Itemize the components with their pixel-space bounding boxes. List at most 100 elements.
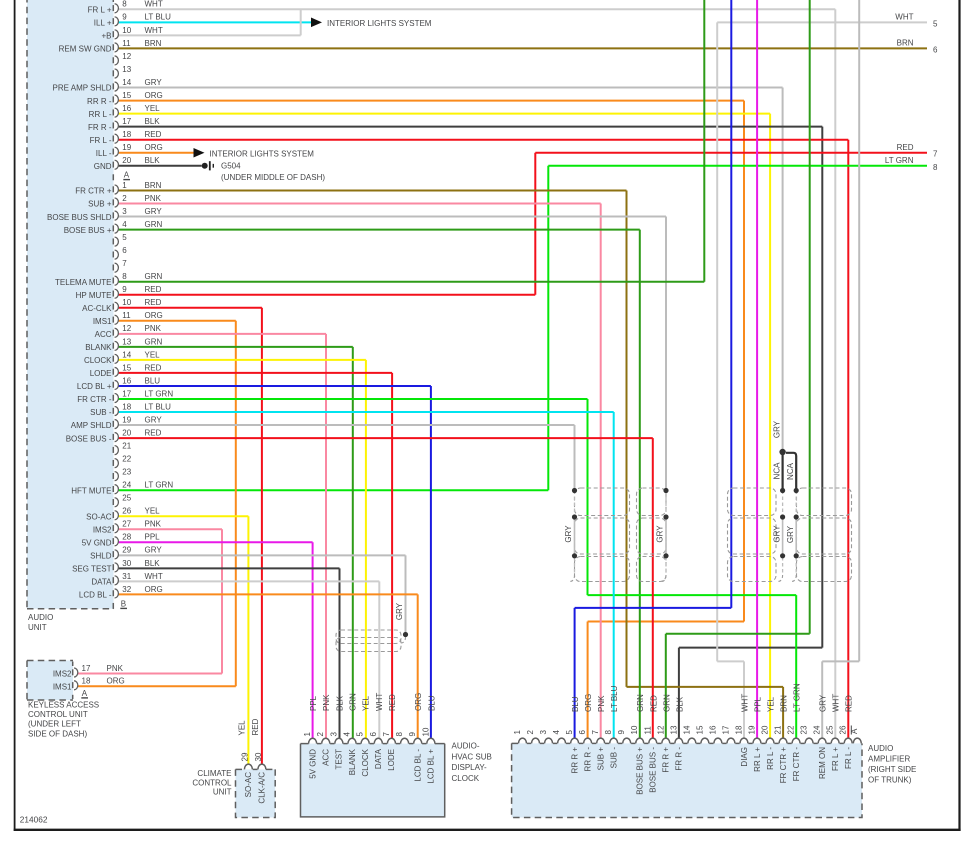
svg-text:CLOCK: CLOCK [84,356,112,365]
svg-text:AMP SHLD: AMP SHLD [71,421,112,430]
svg-text:CONTROL UNIT: CONTROL UNIT [28,710,88,719]
svg-text:16: 16 [708,725,717,734]
svg-text:BLU: BLU [145,376,161,385]
svg-text:27: 27 [122,520,131,529]
svg-text:BLU: BLU [571,696,580,712]
svg-text:23: 23 [122,468,131,477]
svg-text:FR CTR +: FR CTR + [75,187,112,196]
svg-text:214062: 214062 [20,815,48,825]
svg-text:ORG: ORG [145,91,163,100]
svg-text:+B: +B [101,32,111,41]
svg-text:11: 11 [122,311,131,320]
svg-text:IMS1: IMS1 [53,683,72,692]
svg-text:TELEMA MUTE: TELEMA MUTE [55,278,111,287]
svg-text:17: 17 [82,664,91,673]
svg-text:GRY: GRY [772,420,781,438]
svg-text:26: 26 [122,507,131,516]
svg-text:10: 10 [630,725,639,734]
svg-text:BLANK: BLANK [85,343,112,352]
svg-text:25: 25 [122,494,131,503]
svg-text:FR R -: FR R - [675,747,684,771]
svg-text:4: 4 [552,730,561,735]
svg-text:24: 24 [813,725,822,734]
svg-text:CLK-A/C: CLK-A/C [258,772,267,804]
svg-text:2: 2 [316,732,325,737]
svg-text:CLOCK: CLOCK [452,774,480,783]
svg-text:OF TRUNK): OF TRUNK) [868,775,912,784]
svg-text:8: 8 [604,730,613,735]
svg-text:18: 18 [734,725,743,734]
svg-text:6: 6 [578,730,587,735]
svg-text:5: 5 [122,233,127,242]
svg-text:BRN: BRN [780,695,789,712]
svg-text:AUDIO: AUDIO [868,744,893,753]
svg-text:AC-CLK: AC-CLK [82,304,112,313]
svg-text:GRY: GRY [145,546,163,555]
svg-text:RR R -: RR R - [87,97,112,106]
svg-text:16: 16 [122,376,131,385]
svg-text:LCD BL -: LCD BL - [414,749,423,782]
svg-text:14: 14 [122,350,131,359]
svg-text:8: 8 [933,163,938,172]
svg-text:LODE: LODE [90,369,112,378]
svg-text:KEYLESS ACCESS: KEYLESS ACCESS [28,700,99,709]
svg-text:BLANK: BLANK [348,748,357,775]
svg-text:GRN: GRN [636,694,645,712]
svg-text:BLK: BLK [145,117,161,126]
svg-text:GRN: GRN [145,337,163,346]
svg-text:LCD BL +: LCD BL + [427,749,436,784]
svg-text:CONTROL: CONTROL [192,778,232,787]
svg-text:SUB -: SUB - [609,747,618,769]
svg-text:PPL: PPL [309,695,318,711]
svg-text:3: 3 [329,732,338,737]
svg-text:29: 29 [122,546,131,555]
svg-text:6: 6 [933,45,938,54]
svg-text:15: 15 [695,725,704,734]
svg-text:PNK: PNK [107,664,124,673]
svg-text:12: 12 [122,52,131,61]
svg-text:RED: RED [388,694,397,711]
svg-text:6: 6 [122,246,127,255]
svg-text:9: 9 [408,732,417,737]
svg-text:(UNDER MIDDLE OF DASH): (UNDER MIDDLE OF DASH) [221,173,325,182]
svg-text:13: 13 [669,725,678,734]
svg-text:23: 23 [800,725,809,734]
svg-text:ILL +: ILL + [94,19,112,28]
svg-text:LCD BL +: LCD BL + [77,382,112,391]
svg-text:GRY: GRY [564,525,573,543]
svg-text:GRY: GRY [145,415,163,424]
svg-text:18: 18 [122,402,131,411]
svg-text:ACC: ACC [322,749,331,766]
svg-text:10: 10 [122,26,131,35]
svg-text:1: 1 [122,181,127,190]
svg-text:10: 10 [421,727,430,736]
svg-text:HVAC SUB: HVAC SUB [452,752,492,761]
svg-text:24: 24 [122,481,131,490]
svg-text:5: 5 [565,730,574,735]
svg-text:PNK: PNK [145,324,162,333]
svg-text:WHT: WHT [145,572,163,581]
svg-text:SEG TEST: SEG TEST [72,565,112,574]
svg-text:28: 28 [122,533,131,542]
svg-text:DIAG: DIAG [740,747,749,767]
svg-text:5: 5 [933,19,938,28]
svg-text:AMPLIFIER: AMPLIFIER [868,754,910,763]
svg-text:RED: RED [145,130,162,139]
svg-text:7: 7 [591,730,600,735]
svg-text:(RIGHT SIDE: (RIGHT SIDE [868,765,916,774]
svg-text:9: 9 [122,285,127,294]
svg-text:DISPLAY-: DISPLAY- [452,763,487,772]
svg-text:7: 7 [122,259,127,268]
svg-text:3: 3 [539,730,548,735]
svg-text:21: 21 [122,442,131,451]
svg-text:ILL -: ILL - [96,149,112,158]
svg-text:FR CTR -: FR CTR - [77,395,112,404]
svg-text:GRN: GRN [145,220,163,229]
svg-text:CLIMATE: CLIMATE [197,769,231,778]
svg-text:29: 29 [240,752,249,761]
svg-text:13: 13 [122,65,131,74]
svg-text:GRY: GRY [395,602,404,620]
svg-text:8: 8 [122,0,127,9]
svg-text:ORG: ORG [145,311,163,320]
svg-text:(UNDER LEFT: (UNDER LEFT [28,720,81,729]
